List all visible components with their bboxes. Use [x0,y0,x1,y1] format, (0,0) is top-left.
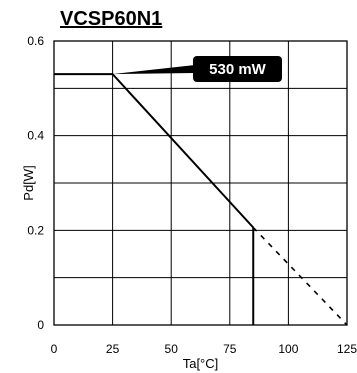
x-tick-label-3: 75 [223,342,237,356]
annotation-layer: 530 mW [112,56,282,82]
y-tick-label-3: 0.6 [27,34,44,48]
series-line-2 [252,226,348,326]
y-axis-label: Pd[W] [21,165,36,200]
chart-title: VCSP60N1 [60,8,162,30]
x-axis-label: Ta[°C] [183,356,219,371]
x-tick-label-0: 0 [51,342,58,356]
x-tick-label-1: 25 [106,342,120,356]
callout-label-0: 530 mW [209,61,267,78]
x-tick-label-2: 50 [165,342,179,356]
plot-frame [53,40,348,326]
callout-box-0 [193,56,282,82]
callout-pointer-0 [112,65,195,75]
axis-tick-labels: 0 25 50 75 100 125 0 0.2 0.4 0.6 [27,34,357,356]
x-tick-label-5: 125 [337,342,357,356]
chart-grid [54,41,347,325]
x-tick-label-4: 100 [278,342,298,356]
y-tick-label-1: 0.2 [27,223,44,237]
y-tick-label-0: 0 [37,318,44,332]
chart-lines [54,73,348,326]
series-line-0 [54,73,254,229]
y-tick-label-2: 0.4 [27,129,44,143]
